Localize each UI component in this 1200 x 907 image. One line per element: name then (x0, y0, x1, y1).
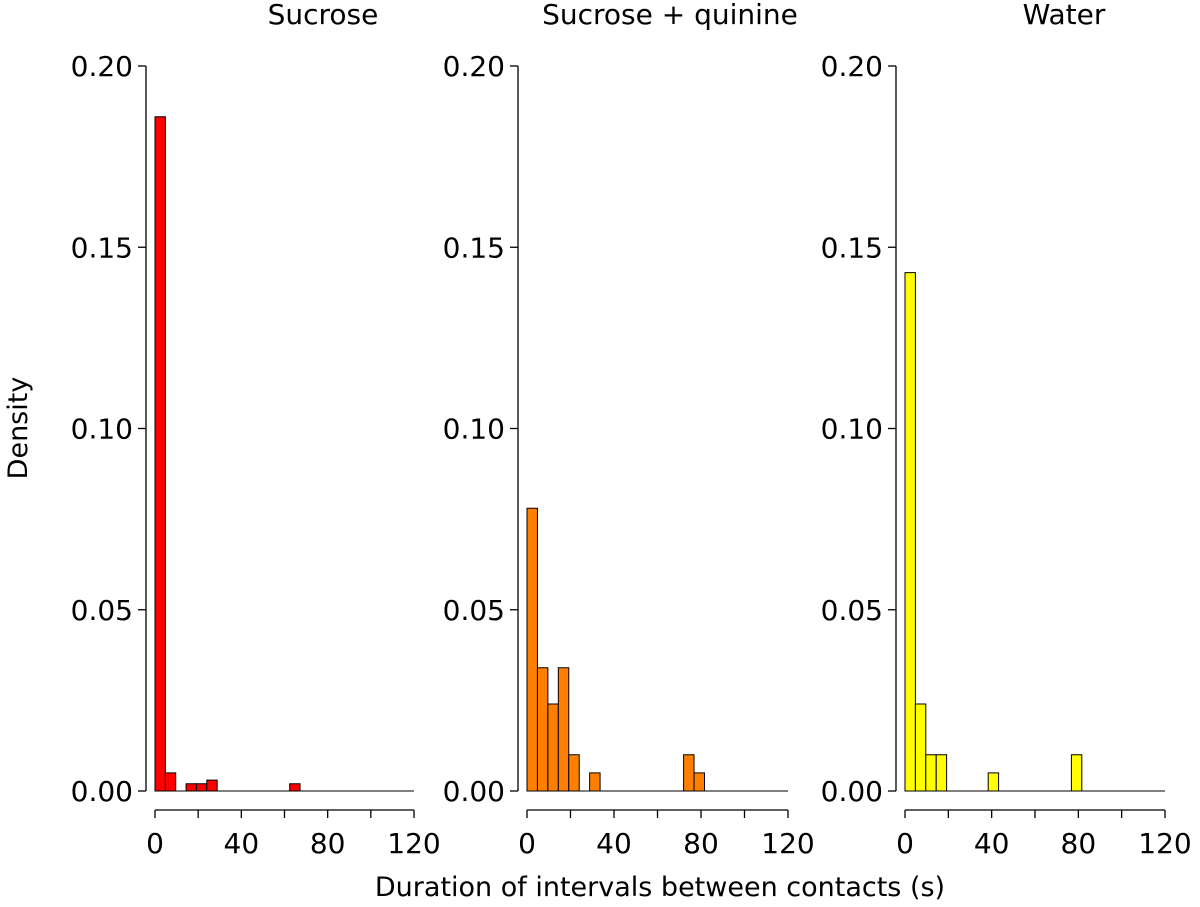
histogram-bar (164, 772, 177, 792)
x-tick-label: 0 (518, 827, 536, 860)
panel-title: Sucrose + quinine (542, 0, 798, 31)
panel-sucrose-quinine: Sucrose + quinine 0.00 0.05 0.10 0.15 0.20 0 4… (443, 0, 815, 860)
histogram-bar (693, 772, 705, 792)
y-tick-label: 0.10 (443, 413, 505, 446)
y-tick-label: 0.15 (71, 231, 133, 264)
histogram-bar (914, 703, 927, 792)
y-tick-label: 0.00 (71, 775, 133, 808)
y-tick-label: 0.15 (821, 231, 883, 264)
panel-sucrose: Sucrose 0.00 0.05 0.10 0.15 0.20 0 40 80 120 (71, 0, 441, 860)
x-tick-label: 40 (974, 827, 1010, 860)
y-tick-label: 0.00 (443, 775, 505, 808)
x-tick-label: 80 (310, 827, 346, 860)
y-tick-label: 0.10 (71, 413, 133, 446)
x-tick-label: 120 (387, 827, 440, 860)
histogram-bar (536, 667, 549, 792)
x-tick-label: 120 (1138, 827, 1191, 860)
histogram-bar (185, 783, 197, 792)
x-tick-label: 80 (683, 827, 719, 860)
y-axis-title: Density (3, 377, 34, 480)
panel-water: Water 0.00 0.05 0.10 0.15 0.20 0 40 80 120 (821, 0, 1192, 860)
histogram-bar (904, 272, 916, 792)
x-tick-label: 80 (1061, 827, 1097, 860)
histogram-bar (557, 667, 570, 792)
x-tick-label: 40 (224, 827, 260, 860)
x-tick-label: 0 (896, 827, 914, 860)
histogram-bar (289, 783, 301, 792)
y-tick-label: 0.05 (821, 594, 883, 627)
histogram-bar (195, 783, 208, 792)
y-tick-label: 0.05 (443, 594, 505, 627)
x-tick-label: 0 (146, 827, 164, 860)
histogram-bar (547, 703, 559, 792)
histogram-bar (526, 507, 538, 792)
x-axis-title: Duration of intervals between contacts (… (375, 872, 945, 903)
y-tick-label: 0.05 (71, 594, 133, 627)
y-tick-label: 0.15 (443, 231, 505, 264)
y-tick-label: 0.10 (821, 413, 883, 446)
histogram-bar (925, 754, 937, 792)
histogram-bar (935, 754, 948, 792)
y-tick-label: 0.20 (71, 50, 133, 83)
histogram-bar (568, 754, 580, 792)
histogram-bar (154, 116, 166, 792)
histogram-bar (589, 772, 601, 792)
histogram-bar (1070, 754, 1083, 792)
x-tick-label: 120 (761, 827, 814, 860)
histogram-bar (987, 772, 1000, 792)
y-tick-label: 0.00 (821, 775, 883, 808)
y-tick-label: 0.20 (821, 50, 883, 83)
panel-title: Sucrose (268, 0, 379, 31)
x-tick-label: 40 (596, 827, 632, 860)
histogram-bar (206, 779, 218, 792)
histogram-bar (683, 754, 695, 792)
panel-title: Water (1023, 0, 1106, 31)
y-tick-label: 0.20 (443, 50, 505, 83)
